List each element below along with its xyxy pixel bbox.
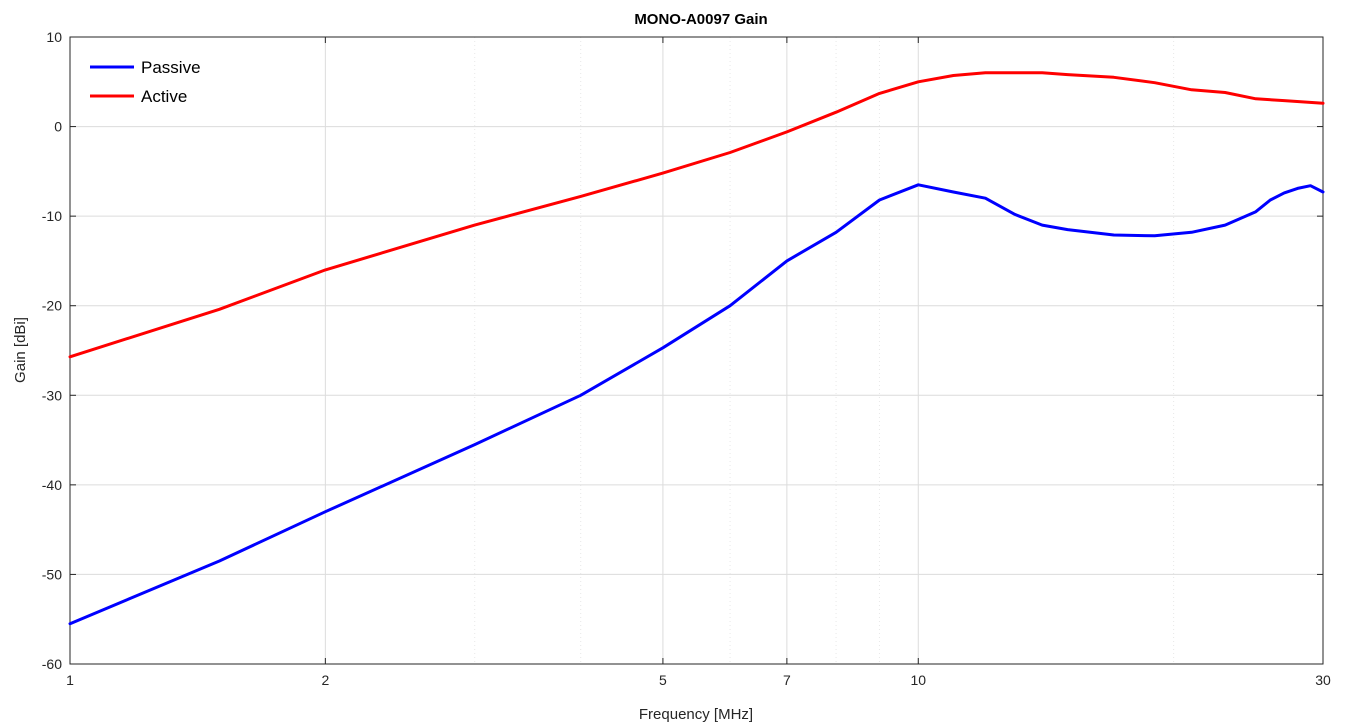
y-tick-label: -50	[42, 566, 62, 582]
plot-area	[69, 36, 1324, 665]
y-tick-label: -30	[42, 387, 62, 403]
x-tick-label: 5	[659, 672, 667, 688]
y-tick-label: 10	[46, 29, 62, 45]
x-tick-label: 1	[66, 672, 74, 688]
y-axis-label: Gain [dBi]	[12, 317, 29, 383]
x-axis-label: Frequency [MHz]	[639, 706, 753, 723]
chart-title: MONO-A0097 Gain	[634, 11, 767, 28]
series-line-active	[68, 71, 1325, 359]
x-tick-label: 10	[910, 672, 926, 688]
grid-lines	[70, 37, 1323, 664]
x-tick-label: 30	[1315, 672, 1331, 688]
series-line-passive	[68, 183, 1325, 626]
axis-ticks: 1 2 5 7 10 30 10 0 -10 -20 -30 -40 -50 -60	[42, 29, 1331, 688]
y-tick-label: -20	[42, 298, 62, 314]
series-lines	[68, 71, 1325, 626]
x-tick-label: 7	[783, 672, 791, 688]
legend: Passive Active	[90, 58, 201, 106]
y-tick-label: -10	[42, 208, 62, 224]
legend-label-passive: Passive	[141, 58, 201, 77]
y-tick-label: -60	[42, 656, 62, 672]
y-tick-label: 0	[54, 119, 62, 135]
x-tick-label: 2	[321, 672, 329, 688]
legend-label-active: Active	[141, 87, 187, 106]
y-tick-label: -40	[42, 477, 62, 493]
